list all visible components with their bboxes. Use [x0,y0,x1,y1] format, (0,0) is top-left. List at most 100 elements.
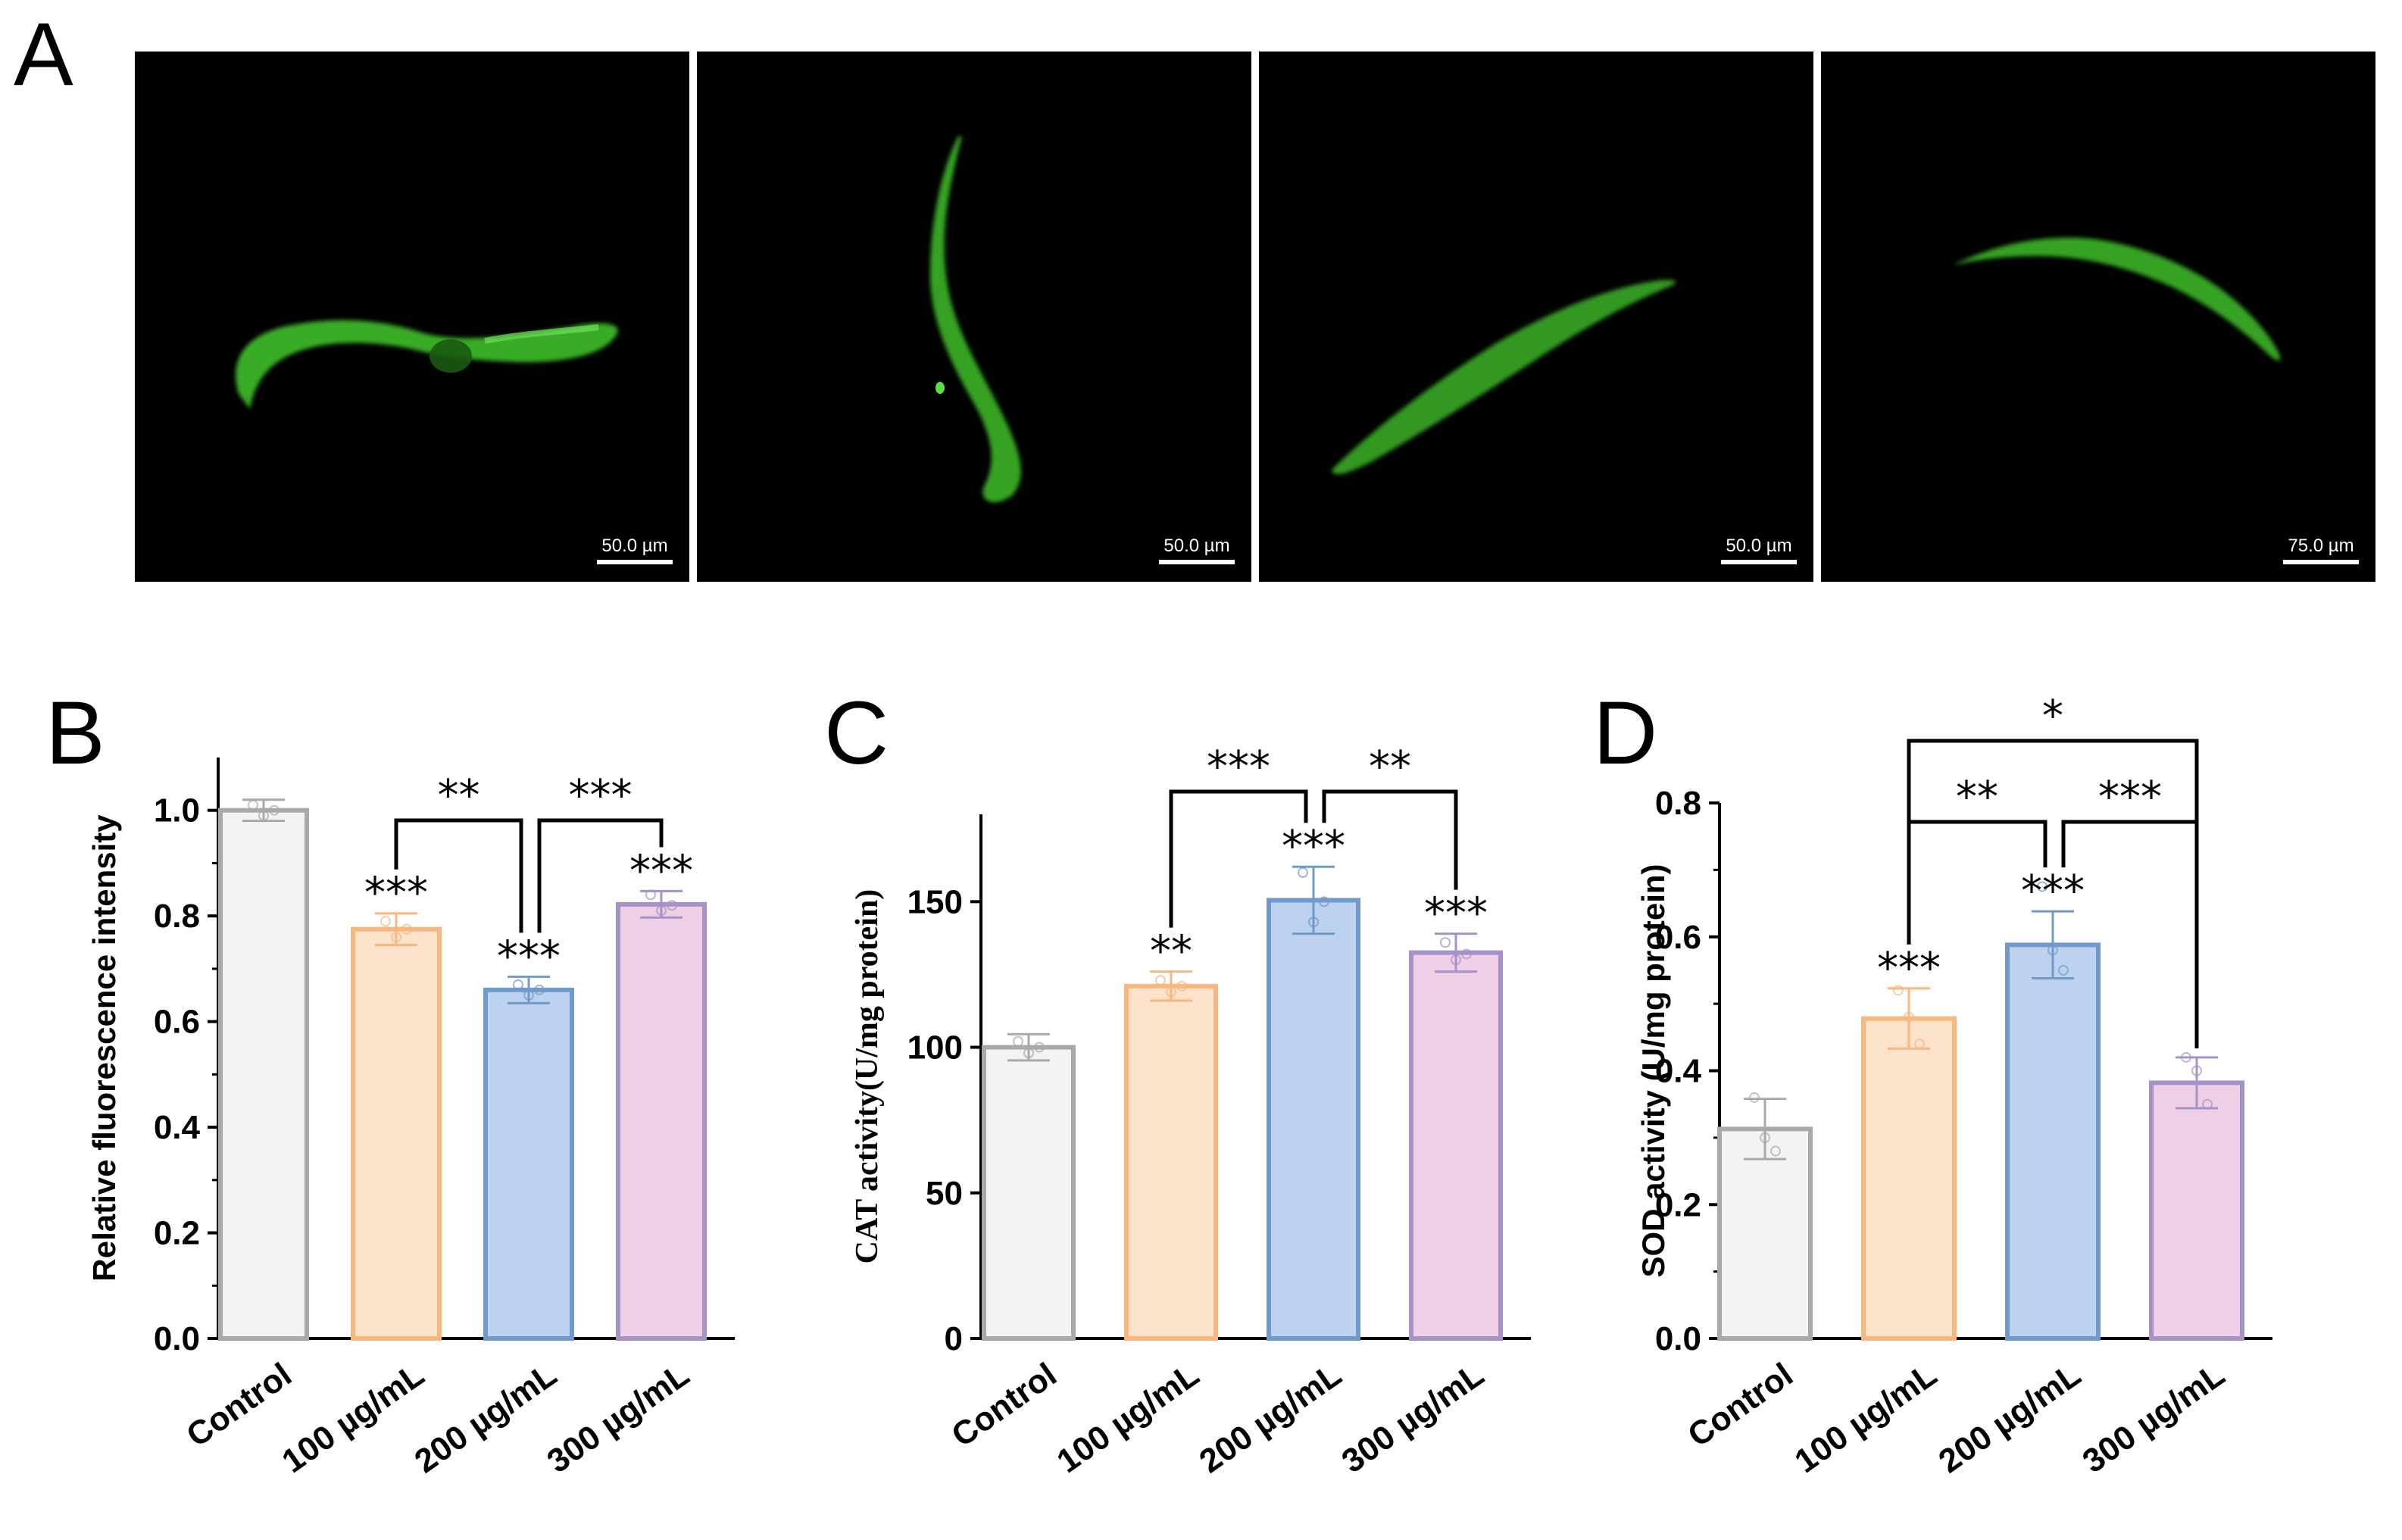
bar-4 [616,901,707,1341]
scale-label-1: 50.0 µm [601,536,667,556]
category-label: Control [180,1356,298,1454]
data-point [391,932,401,943]
data-point [2202,1098,2213,1110]
data-point [2037,881,2047,892]
data-point [1176,980,1187,992]
data-point [656,905,667,917]
bar-1 [218,807,309,1341]
data-point [2047,945,2058,956]
micrograph-4: 75.0 µm [1821,52,2375,582]
y-tick-label: 100 [907,1029,963,1067]
category-label: 100 µg/mL [1051,1356,1206,1480]
bracket-label: *** [1207,742,1270,792]
data-point [1451,954,1461,966]
y-axis-title: CAT activity(U/mg protein) [850,889,885,1264]
bar-significance: *** [2021,867,2085,916]
panel-letter-b: B [45,683,105,783]
data-point [1760,1132,1770,1143]
bar-4 [2149,1080,2244,1341]
bar-2 [1861,1016,1957,1341]
bar-significance: *** [1424,889,1488,939]
y-tick-label: 50 [926,1175,963,1212]
bracket-label: *** [2098,773,2162,822]
category-label: 100 µg/mL [1788,1356,1944,1480]
data-point [401,923,412,935]
scale-label-3: 50.0 µm [1726,536,1791,556]
y-tick-label: 0.2 [154,1215,200,1252]
micrograph-3: 50.0 µm [1259,52,1813,582]
data-point [1770,1145,1781,1157]
data-point [1904,1011,1914,1023]
bracket-label: ** [1956,773,1998,822]
data-point [513,979,523,990]
category-label: 200 µg/mL [1193,1356,1348,1480]
bar-4 [1409,950,1503,1341]
chart-d: D 0.0 0.2 0.4 0.6 0.8 SOD activity (U/mg prote… [1593,683,2272,1480]
category-label: 200 µg/mL [408,1356,564,1480]
significance-bracket [1169,789,1308,928]
bracket-label: *** [569,771,633,820]
bracket-label: ** [1369,742,1411,792]
y-tick-label: 0.6 [154,1004,200,1041]
significance-bracket [1907,739,2199,1048]
y-axis-title: SOD activity (U/mg protein) [1635,864,1671,1277]
significance-bracket [1322,789,1458,890]
category-label: Control [945,1356,1064,1454]
data-point [1013,1036,1023,1047]
bar-2 [351,926,442,1341]
significance-bracket [537,818,664,933]
data-point [1308,917,1319,928]
bar-significance: *** [629,846,693,895]
data-point [2191,1065,2202,1076]
bar-3 [483,987,574,1342]
data-point [269,804,280,816]
scale-label-4: 75.0 µm [2288,536,2354,556]
data-point [2181,1051,2191,1063]
data-point [1893,985,1904,996]
data-point [1914,1039,1925,1050]
bar-1 [982,1045,1076,1341]
scale-label-2: 50.0 µm [1164,536,1229,556]
data-point [248,799,258,811]
data-point [1023,1048,1034,1059]
bar-significance: *** [497,932,561,981]
significance-bracket [394,818,523,933]
data-point [1749,1092,1760,1103]
chart-b: B 0.0 0.2 0.4 0.6 0.8 1.0 Relative fluorescence… [45,683,735,1480]
bar-significance: ** [1150,927,1192,976]
y-tick-label: 150 [907,883,963,920]
data-point [1298,867,1308,878]
category-label: 100 µg/mL [276,1356,431,1480]
bracket-label: * [2042,692,2063,741]
data-point [380,916,391,927]
y-tick-label: 0.8 [1655,785,1701,822]
bar-significance: *** [1877,944,1941,993]
category-label: 300 µg/mL [2076,1356,2232,1480]
chart-c: C 0 50 100 150 CAT activity(U/mg protein) Cont… [824,683,1531,1480]
category-label: Control [1682,1356,1800,1454]
y-axis-title: Relative fluorescence intensity [86,814,122,1282]
bar-3 [2005,942,2101,1341]
y-tick-label: 0.6 [1655,919,1701,956]
y-tick-label: 0.4 [1655,1053,1702,1090]
bar-2 [1124,983,1218,1342]
micrograph-2: 50.0 µm [697,52,1251,582]
data-point [667,900,677,911]
data-point [1319,896,1329,907]
y-tick-label: 1.0 [154,792,200,829]
bracket-label: ** [438,771,480,820]
data-point [1440,937,1451,948]
data-point [1155,975,1166,986]
bar-significance: *** [1282,822,1345,871]
panel-letter-a: A [14,5,73,105]
y-tick-label: 0.8 [154,898,200,935]
bar-1 [1717,1126,1813,1341]
data-point [645,889,656,901]
bar-significance: *** [364,869,428,918]
data-point [534,984,545,995]
data-point [258,810,269,821]
data-point [2058,964,2069,976]
y-tick-label: 0 [945,1320,963,1357]
category-label: 300 µg/mL [1335,1356,1491,1480]
